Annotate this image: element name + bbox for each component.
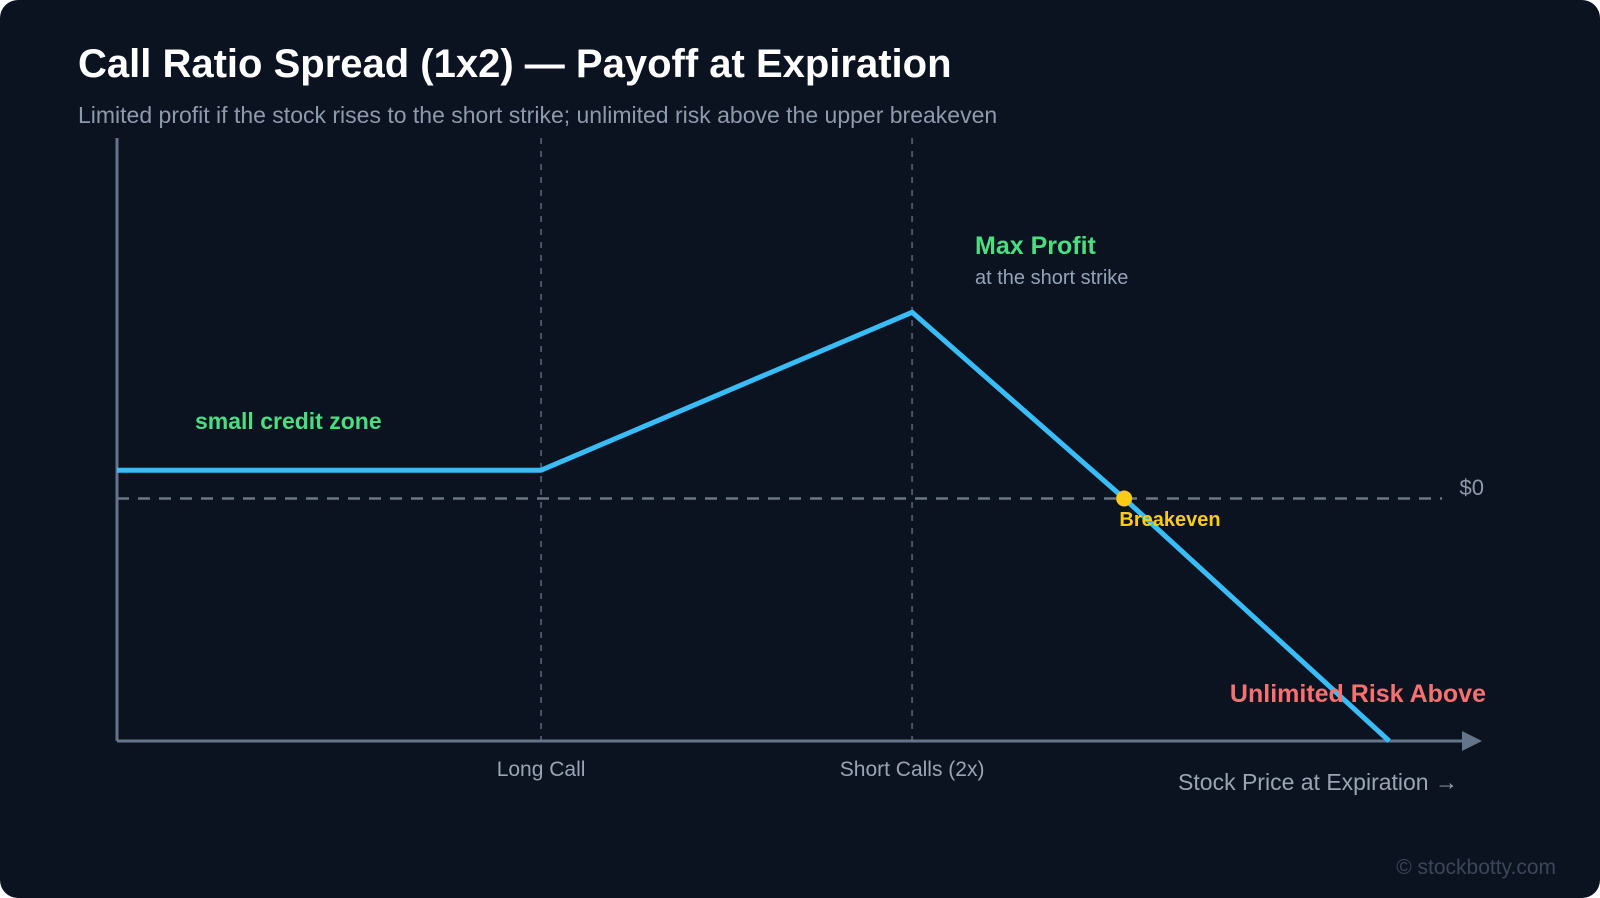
breakeven-label: Breakeven	[1119, 509, 1220, 531]
chart-subtitle: Limited profit if the stock rises to the…	[78, 102, 998, 128]
payoff-line	[117, 309, 1391, 743]
watermark: © stockbotty.com	[1396, 856, 1556, 879]
x-tick-short-calls: Short Calls (2x)	[840, 758, 985, 781]
zero-label: $0	[1460, 475, 1484, 500]
max-profit-label: Max Profit	[975, 232, 1097, 260]
max-profit-sublabel: at the short strike	[975, 267, 1128, 289]
small-credit-zone-label: small credit zone	[195, 408, 382, 434]
x-tick-long-call: Long Call	[497, 758, 586, 781]
unlimited-risk-label: Unlimited Risk Above	[1230, 680, 1486, 708]
chart-title: Call Ratio Spread (1x2) — Payoff at Expi…	[78, 42, 952, 86]
x-axis-label: Stock Price at Expiration →	[1178, 769, 1458, 795]
breakeven-point	[1116, 490, 1133, 507]
